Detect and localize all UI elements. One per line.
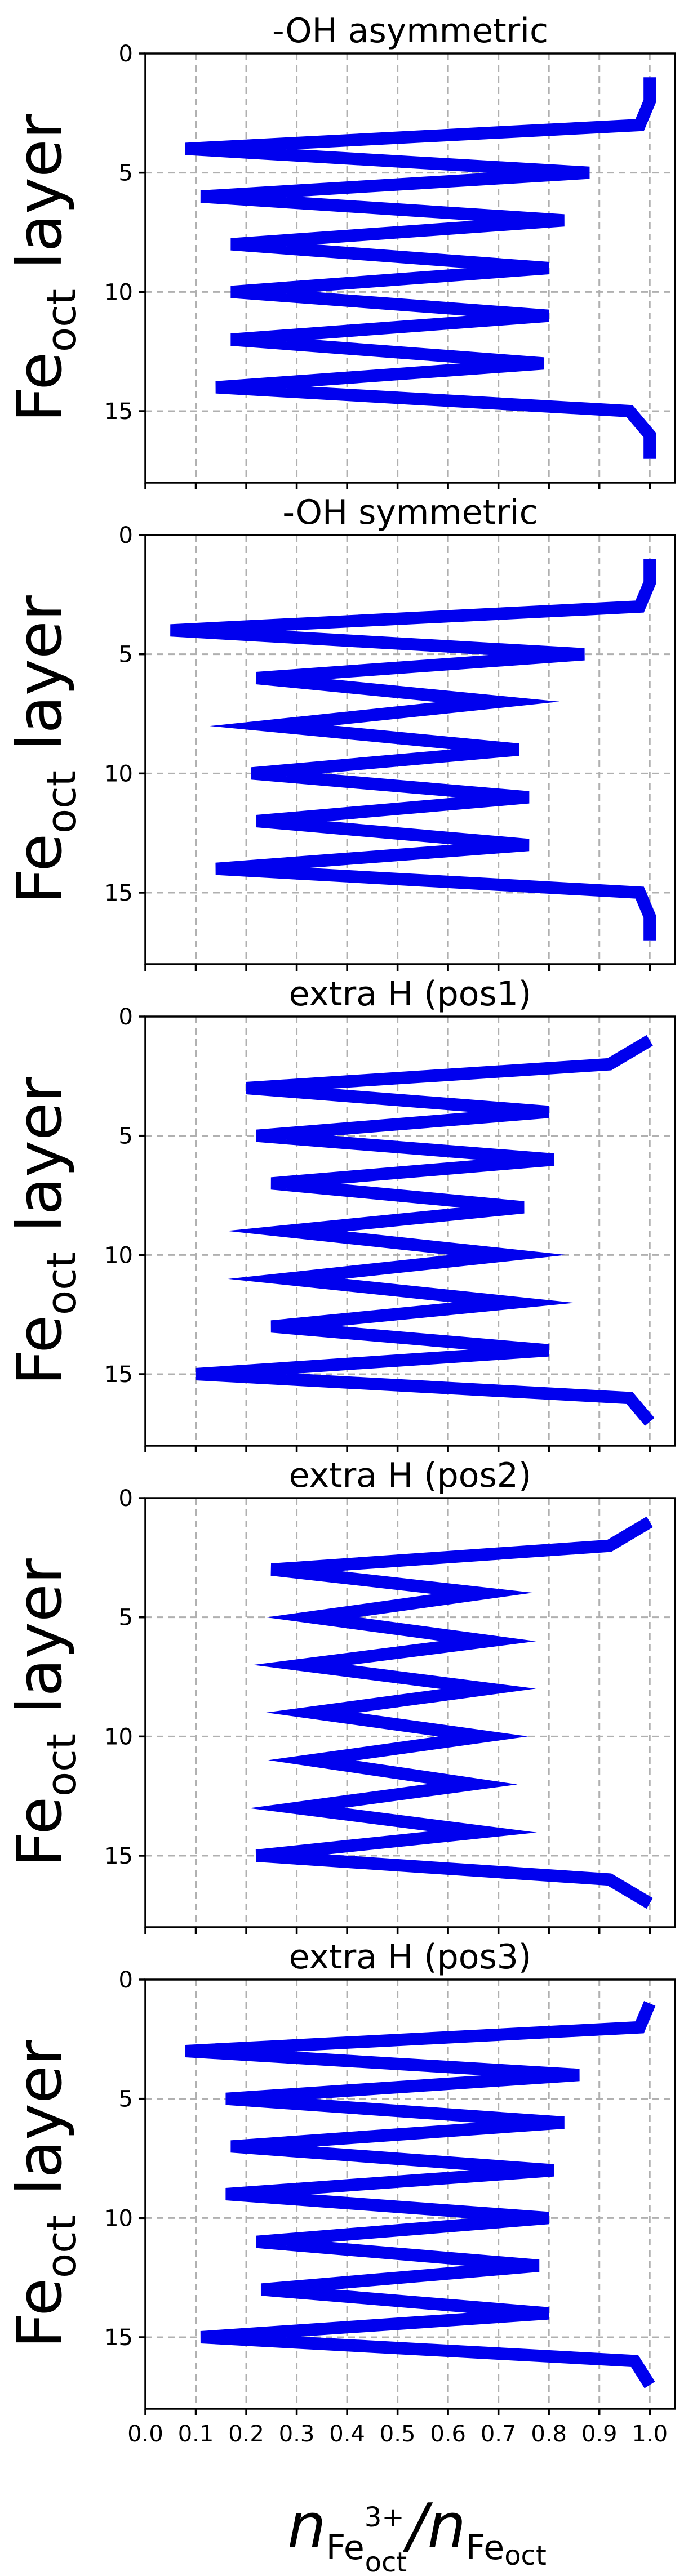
chart-title: extra H (pos1) [289,974,532,1014]
y-axis-label: Feoct layer [3,2039,85,2348]
x-tick-label: 0.2 [228,2421,264,2447]
x-tick-label: 1.0 [632,2421,668,2447]
panels: 0 5 10 15 -OH asymmetric Feoct layer 0 5 10 15 -OH… [3,11,676,2447]
y-tick-label: 15 [104,1843,133,1869]
y-tick-label: 15 [104,880,133,906]
plot-frame [144,534,676,965]
x-tick-label: 0.7 [481,2421,517,2447]
y-tick-label: 15 [104,399,133,425]
y-tick-label: 15 [104,2325,133,2351]
x-tick-label: 0.1 [178,2421,214,2447]
chart-panel-2: 0 5 10 15 -OH symmetric Feoct layer [3,493,676,971]
chart-panel-4: 0 5 10 15 extra H (pos2) Feoct layer [3,1456,676,1934]
y-axis-label: Feoct layer [3,595,85,904]
series-line [185,77,656,459]
series-line [185,2001,656,2388]
x-axis-label: nFe3+ oct/nFeoct [287,2491,547,2576]
plot-frame [144,52,676,484]
y-tick-label: 0 [119,1004,133,1030]
y-tick-label: 10 [104,1724,133,1750]
y-tick-label: 5 [119,2087,133,2113]
chart-title: -OH symmetric [282,493,538,532]
x-tick-label: 0.0 [127,2421,163,2447]
y-tick-label: 0 [119,523,133,549]
y-tick-label: 10 [104,279,133,305]
chart-title: extra H (pos3) [289,1937,532,1977]
x-tick-label: 0.8 [531,2421,567,2447]
y-tick-label: 0 [119,1967,133,1993]
plot-frame [144,1978,676,2410]
x-tick-label: 0.9 [581,2421,618,2447]
chart-title: -OH asymmetric [272,11,548,51]
x-tick-label: 0.4 [329,2421,365,2447]
y-tick-label: 5 [119,1124,133,1149]
series-line [170,559,656,941]
y-tick-label: 0 [119,41,133,67]
chart-title: extra H (pos2) [289,1456,532,1495]
y-tick-label: 5 [119,1605,133,1631]
x-tick-label: 0.5 [380,2421,416,2447]
y-tick-label: 10 [104,761,133,787]
y-tick-label: 5 [119,161,133,186]
series-line [195,1035,655,1426]
series-line [249,1516,653,1909]
y-axis-label: Feoct layer [3,1076,85,1385]
x-tick-label: 0.3 [279,2421,315,2447]
chart-panel-5: 0 5 10 15 0.0 0.1 0.2 0.3 0.4 0.5 0.6 0.7 0.8 0.9 1.0 e… [3,1937,676,2447]
y-axis-label: Feoct layer [3,1558,85,1867]
x-tick-label: 0.6 [430,2421,466,2447]
chart-panel-1: 0 5 10 15 -OH asymmetric Feoct layer [3,11,676,489]
y-tick-label: 5 [119,642,133,668]
y-axis-label: Feoct layer [3,113,85,422]
y-tick-label: 10 [104,1242,133,1268]
plot-frame [144,1015,676,1447]
y-tick-label: 15 [104,1362,133,1388]
y-tick-label: 10 [104,2205,133,2231]
y-tick-label: 0 [119,1486,133,1512]
plot-frame [144,1497,676,1928]
chart-panel-3: 0 5 10 15 extra H (pos1) Feoct layer [3,974,676,1452]
svg-text:nFe3+oct/nFeoct: nFe3+ oct/nFeoct [287,2491,547,2576]
